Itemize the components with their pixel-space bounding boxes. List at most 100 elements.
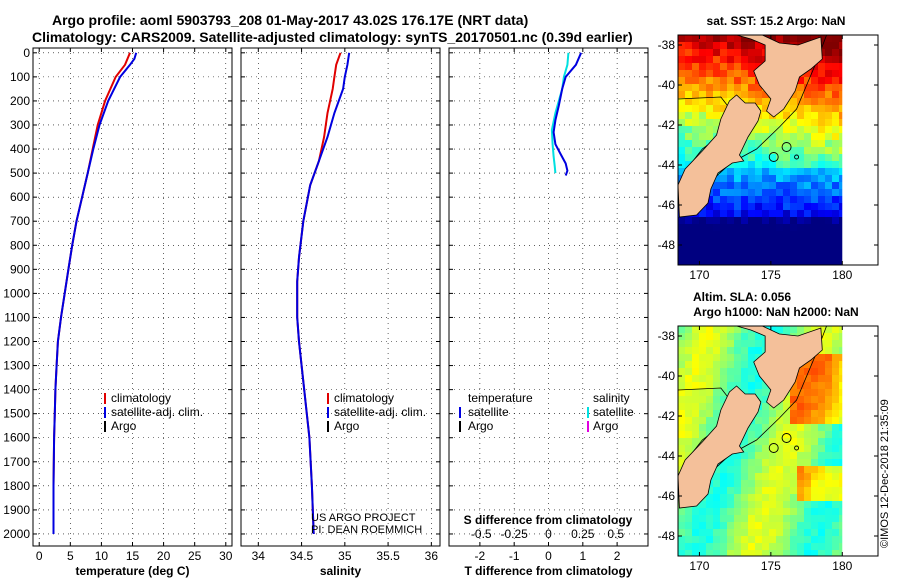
map-cell: [832, 126, 839, 133]
map-cell: [839, 333, 843, 340]
map-cell: [839, 189, 843, 196]
map-cell: [832, 238, 839, 245]
map-cell: [713, 245, 720, 252]
map-cell: [685, 403, 692, 410]
map-cell: [755, 529, 762, 536]
map-cell: [699, 224, 706, 231]
map-cell: [825, 112, 832, 119]
map-cell: [825, 77, 832, 84]
map-cell: [699, 84, 706, 91]
depth-tick-label: 700: [10, 214, 30, 228]
map-cell: [818, 161, 825, 168]
map-cell: [727, 252, 734, 259]
map-cell: [678, 56, 685, 63]
map-cell: [797, 550, 804, 556]
map-cell: [769, 238, 776, 245]
map-cell: [825, 231, 832, 238]
map-cell: [783, 203, 790, 210]
map-cell: [720, 77, 727, 84]
map-cell: [727, 529, 734, 536]
map-cell: [727, 231, 734, 238]
lat-tick-label: -38: [658, 38, 676, 52]
map-cell: [720, 238, 727, 245]
map-cell: [685, 119, 692, 126]
x-tick-label: 36: [425, 549, 439, 563]
map-cell: [797, 126, 804, 133]
map-cell: [790, 217, 797, 224]
depth-tick-label: 1600: [3, 431, 30, 445]
map-cell: [832, 196, 839, 203]
map-cell: [818, 98, 825, 105]
map-cell: [783, 147, 790, 154]
map-cell: [783, 466, 790, 473]
map-cell: [818, 168, 825, 175]
map-cell: [839, 105, 843, 112]
map-cell: [685, 126, 692, 133]
map-cell: [755, 543, 762, 550]
map-cell: [741, 480, 748, 487]
map-cell: [734, 361, 741, 368]
map-cell: [797, 431, 804, 438]
map-cell: [790, 431, 797, 438]
map-cell: [811, 424, 818, 431]
map-cell: [720, 182, 727, 189]
map-cell: [685, 410, 692, 417]
map-cell: [692, 84, 699, 91]
map-cell: [699, 347, 706, 354]
map-cell: [811, 196, 818, 203]
map-cell: [804, 196, 811, 203]
map-cell: [839, 133, 843, 140]
map-cell: [755, 487, 762, 494]
map-cell: [741, 210, 748, 217]
map-cell: [685, 252, 692, 259]
map-cell: [734, 210, 741, 217]
map-cell: [762, 161, 769, 168]
map-cell: [720, 368, 727, 375]
map-cell: [755, 224, 762, 231]
map-cell: [748, 340, 755, 347]
map-cell: [832, 361, 839, 368]
legend-label: climatology: [334, 391, 394, 405]
map-cell: [839, 70, 843, 77]
map-cell: [783, 403, 790, 410]
map-cell: [811, 361, 818, 368]
depth-tick-label: 1300: [3, 359, 30, 373]
map-cell: [685, 231, 692, 238]
map-cell: [769, 196, 776, 203]
map-cell: [727, 515, 734, 522]
map-cell: [685, 133, 692, 140]
map-cell: [713, 35, 720, 42]
map-cell: [678, 375, 685, 382]
map-cell: [825, 522, 832, 529]
map-cell: [741, 252, 748, 259]
map-cell: [832, 424, 839, 431]
map-cell: [832, 396, 839, 403]
map-cell: [678, 536, 685, 543]
map-cell: [818, 389, 825, 396]
map-cell: [839, 196, 843, 203]
lat-tick-label: -46: [658, 489, 676, 503]
map-cell: [741, 347, 748, 354]
map-cell: [748, 452, 755, 459]
map-cell: [678, 98, 685, 105]
map-cell: [713, 42, 720, 49]
map-cell: [839, 543, 843, 550]
map-cell: [706, 368, 713, 375]
map-cell: [804, 403, 811, 410]
map-cell: [720, 466, 727, 473]
map-cell: [776, 35, 783, 42]
map-cell: [748, 168, 755, 175]
map-cell: [776, 487, 783, 494]
map-cell: [713, 49, 720, 56]
map-cell: [832, 91, 839, 98]
map-cell: [769, 543, 776, 550]
map-cell: [734, 175, 741, 182]
map-cell: [755, 508, 762, 515]
map-cell: [783, 154, 790, 161]
map-cell: [839, 182, 843, 189]
map-cell: [692, 49, 699, 56]
map-cell: [797, 459, 804, 466]
lat-tick-label: -38: [658, 329, 676, 343]
map-cell: [727, 168, 734, 175]
map-cell: [706, 259, 713, 265]
